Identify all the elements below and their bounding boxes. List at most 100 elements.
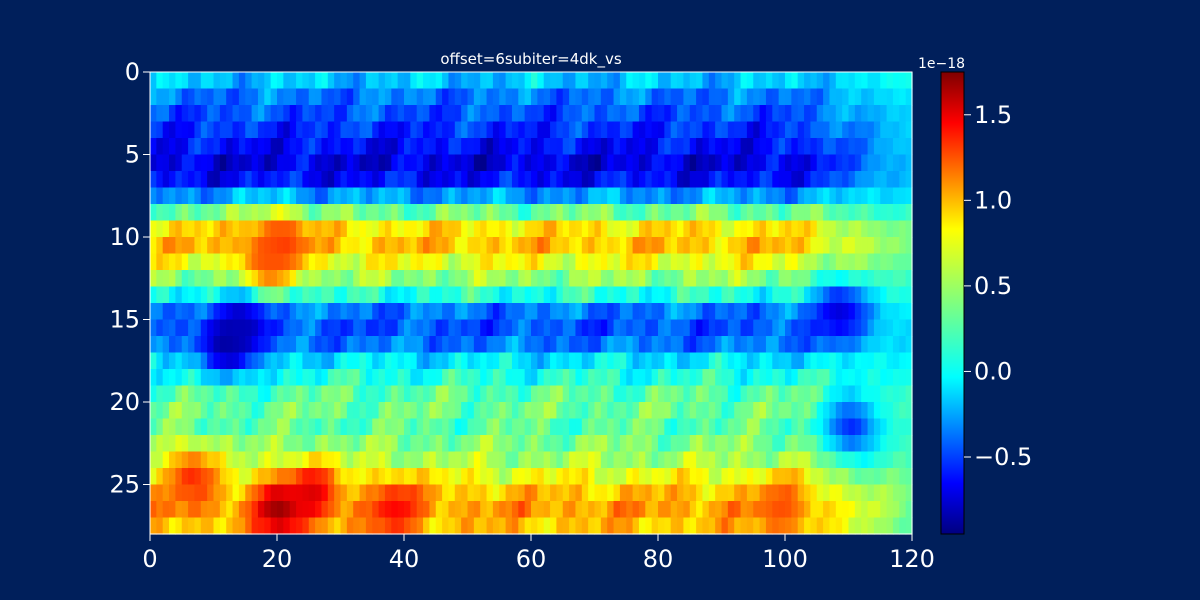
heatmap-cell [518, 121, 526, 139]
heatmap-cell [645, 517, 653, 535]
heatmap-cell [740, 418, 748, 436]
heatmap-cell [791, 468, 799, 486]
heatmap-cell [359, 270, 367, 288]
heatmap-cell [829, 418, 837, 436]
heatmap-cell [200, 286, 208, 304]
heatmap-cell [531, 253, 538, 271]
heatmap-cell [632, 105, 640, 123]
heatmap-cell [842, 501, 850, 519]
heatmap-cell [315, 451, 323, 469]
heatmap-cell [315, 105, 323, 123]
heatmap-cell [435, 121, 443, 139]
heatmap-cell [150, 154, 157, 172]
heatmap-cell [899, 286, 907, 304]
heatmap-cell [765, 220, 773, 238]
heatmap-cell [797, 484, 805, 502]
heatmap-cell [378, 253, 386, 271]
heatmap-cell [797, 369, 805, 387]
heatmap-cell [569, 418, 577, 436]
heatmap-cell [816, 187, 824, 205]
heatmap-cell [880, 501, 888, 519]
heatmap-cell [785, 484, 792, 502]
heatmap-cell [308, 468, 316, 486]
heatmap-cell [740, 451, 748, 469]
heatmap-cell [791, 517, 799, 535]
heatmap-cell [835, 187, 843, 205]
heatmap-cell [708, 237, 716, 255]
heatmap-cell [854, 352, 862, 370]
heatmap-cell [169, 435, 176, 453]
heatmap-cell [473, 336, 481, 354]
heatmap-cell [505, 121, 513, 139]
heatmap-cell [550, 204, 557, 222]
heatmap-cell [346, 435, 354, 453]
heatmap-cell [651, 369, 659, 387]
heatmap-cell [835, 402, 843, 420]
heatmap-cell [423, 88, 430, 106]
heatmap-cell [550, 319, 557, 337]
heatmap-cell [327, 171, 335, 189]
colorbar-scale-label: 1e−18 [918, 56, 965, 72]
heatmap-cell [232, 220, 240, 238]
heatmap-cell [594, 105, 602, 123]
heatmap-cell [759, 270, 767, 288]
heatmap-cell [746, 154, 754, 172]
heatmap-cell [715, 336, 723, 354]
heatmap-cell [905, 468, 913, 486]
heatmap-cell [683, 187, 691, 205]
heatmap-cell [188, 336, 196, 354]
heatmap-cell [480, 303, 488, 321]
heatmap-cell [823, 72, 831, 90]
heatmap-cell [264, 154, 272, 172]
heatmap-cell [791, 171, 799, 189]
heatmap-cell [219, 237, 227, 255]
heatmap-cell [702, 501, 710, 519]
heatmap-cell [759, 187, 767, 205]
heatmap-cell [467, 220, 475, 238]
heatmap-cell [569, 352, 577, 370]
heatmap-cell [423, 105, 430, 123]
heatmap-cell [188, 468, 196, 486]
heatmap-cell [569, 369, 577, 387]
heatmap-cell [835, 517, 843, 535]
heatmap-cell [537, 204, 545, 222]
heatmap-cell [365, 121, 373, 139]
heatmap-cell [340, 154, 348, 172]
heatmap-cell [334, 138, 342, 156]
heatmap-cell [175, 72, 183, 90]
heatmap-cell [492, 435, 500, 453]
heatmap-cell [518, 187, 526, 205]
heatmap-cell [638, 88, 646, 106]
heatmap-cell [854, 435, 862, 453]
heatmap-cell [264, 286, 272, 304]
heatmap-cell [518, 303, 526, 321]
heatmap-cell [645, 72, 653, 90]
heatmap-cell [435, 171, 443, 189]
heatmap-cell [200, 253, 208, 271]
heatmap-cell [721, 468, 729, 486]
heatmap-cell [327, 270, 335, 288]
heatmap-cell [461, 517, 469, 535]
heatmap-cell [480, 187, 488, 205]
heatmap-cell [626, 286, 634, 304]
heatmap-cell [715, 270, 723, 288]
heatmap-cell [169, 385, 176, 403]
heatmap-cell [550, 451, 557, 469]
heatmap-cell [232, 517, 240, 535]
heatmap-cell [397, 517, 405, 535]
heatmap-cell [435, 105, 443, 123]
heatmap-cell [804, 501, 811, 519]
heatmap-cell [429, 451, 437, 469]
heatmap-cell [867, 105, 875, 123]
heatmap-cell [277, 154, 284, 172]
heatmap-cell [594, 303, 602, 321]
heatmap-cell [810, 204, 818, 222]
heatmap-cell [651, 270, 659, 288]
heatmap-cell [734, 253, 742, 271]
heatmap-cell [556, 253, 564, 271]
heatmap-cell [505, 154, 513, 172]
heatmap-cell [219, 187, 227, 205]
heatmap-cell [378, 286, 386, 304]
heatmap-cell [619, 88, 627, 106]
heatmap-cell [181, 270, 189, 288]
